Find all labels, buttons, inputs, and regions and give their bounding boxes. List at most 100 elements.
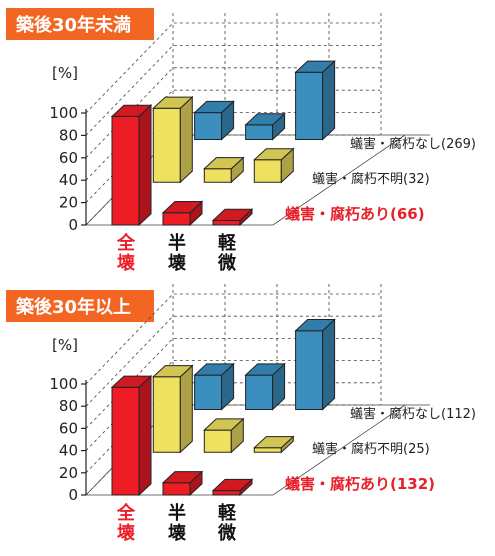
bar-front <box>295 330 324 410</box>
bar-front <box>152 107 181 183</box>
bar-front <box>212 490 241 496</box>
legend-label: 蟻害・腐朽なし(269) <box>350 136 476 152</box>
bar-top <box>193 100 235 114</box>
bar-top <box>152 365 194 378</box>
bar-front <box>245 374 274 410</box>
y-tick-label: 40 <box>59 442 78 460</box>
chart-title: 築後30年以上 <box>15 296 131 318</box>
bar-top <box>161 471 204 484</box>
bar-top <box>244 113 286 126</box>
category-label-char: 軽 <box>218 232 237 254</box>
bar-front <box>253 447 282 453</box>
category-label-char: 半 <box>168 502 186 524</box>
bar <box>161 470 204 497</box>
bar-top <box>203 418 245 431</box>
bar-front <box>111 386 140 496</box>
bar <box>253 147 295 184</box>
category-label-char: 全 <box>116 232 136 254</box>
y-tick-label: 100 <box>49 375 78 393</box>
bar-front <box>111 115 140 226</box>
chart-panel: 築後30年未満[%]020406080100全壊全壊半壊半壊軽微軽微蟻害・腐朽あ… <box>6 8 476 274</box>
y-tick-label: 20 <box>59 464 78 482</box>
legend-label: 蟻害・腐朽不明(32) <box>312 171 430 187</box>
legend-label: 蟻害・腐朽あり(132) <box>285 475 435 493</box>
category-label-char: 軽 <box>218 502 237 524</box>
bar-top <box>244 363 286 376</box>
category-label-char: 微 <box>217 522 236 544</box>
chart-panel: 築後30年以上[%]020406080100全壊全壊半壊半壊軽微軽微蟻害・腐朽あ… <box>6 284 476 544</box>
legend-label: 蟻害・腐朽あり(66) <box>285 205 425 223</box>
bar-top <box>253 148 295 161</box>
bar-side <box>138 374 152 497</box>
bar <box>294 318 336 411</box>
bar <box>244 362 286 411</box>
bar-side <box>179 364 193 454</box>
bar-side <box>322 59 336 141</box>
bar-top <box>294 60 336 73</box>
legend-label: 蟻害・腐朽不明(25) <box>312 441 430 457</box>
bar <box>110 104 153 227</box>
bar <box>193 362 235 411</box>
floor-front-edge <box>86 134 406 226</box>
bar <box>211 478 254 497</box>
category-label-char: 微 <box>217 252 236 274</box>
bar-side <box>138 104 152 227</box>
bar-top <box>211 478 254 492</box>
bar-front <box>295 71 324 140</box>
bar-top <box>110 104 153 117</box>
y-tick-label: 0 <box>68 216 78 234</box>
bar <box>161 200 204 227</box>
chart-title-box <box>6 290 154 322</box>
y-tick-label: 80 <box>59 397 78 415</box>
bar-top <box>193 363 235 376</box>
bar <box>203 417 245 454</box>
bar <box>294 59 336 141</box>
bar-front <box>203 429 232 453</box>
bar-front <box>194 112 223 140</box>
grid-walls <box>85 284 430 496</box>
bar <box>244 112 286 141</box>
chart-title-box <box>6 8 154 40</box>
legend-label: 蟻害・腐朽なし(112) <box>350 406 476 422</box>
category-label-char: 壊 <box>168 253 186 274</box>
bar-front <box>212 220 241 226</box>
y-tick-label: 60 <box>59 149 78 167</box>
y-unit-label: [%] <box>52 336 78 354</box>
bar <box>152 95 194 184</box>
category-label-char: 壊 <box>168 523 186 544</box>
y-tick-label: 0 <box>68 486 78 504</box>
category-label-char: 全 <box>116 502 136 524</box>
y-tick-label: 20 <box>59 194 78 212</box>
bar-side <box>322 318 336 411</box>
bar-top <box>161 201 204 214</box>
chart-title: 築後30年未満 <box>15 14 131 36</box>
y-tick-label: 40 <box>59 171 78 189</box>
bar-top <box>203 157 245 170</box>
y-unit-label: [%] <box>52 64 78 82</box>
bar <box>110 374 153 497</box>
bar-front <box>162 482 191 496</box>
bar-front <box>162 212 191 226</box>
y-tick-label: 100 <box>49 104 78 122</box>
bar-front <box>253 159 282 183</box>
bar-top <box>294 319 336 332</box>
bar-top <box>253 436 295 449</box>
bar <box>152 364 194 454</box>
bar-front <box>245 124 274 140</box>
bar-side <box>179 95 193 184</box>
bar-top <box>110 375 153 388</box>
y-tick-label: 80 <box>59 126 78 144</box>
category-label-char: 壊 <box>117 253 135 274</box>
bar-front <box>152 376 181 453</box>
category-label-char: 半 <box>168 232 186 254</box>
bar <box>253 435 295 454</box>
bar <box>203 156 245 184</box>
floor-front-edge <box>86 404 406 496</box>
category-label-char: 壊 <box>117 523 135 544</box>
bar-front <box>203 168 232 183</box>
bar-front <box>194 374 223 410</box>
bar <box>211 208 254 227</box>
bar-top <box>211 208 254 221</box>
